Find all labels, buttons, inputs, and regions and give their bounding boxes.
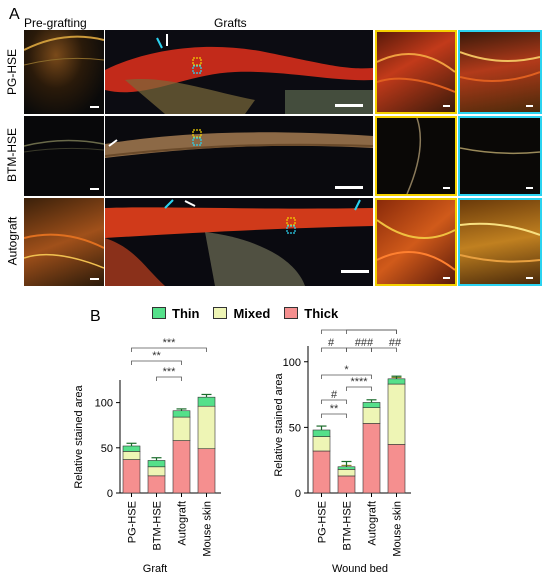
significance-label: ***: [325, 325, 339, 331]
row-label-btm-hse: BTM-HSE: [5, 128, 19, 182]
legend-label-thin: Thin: [172, 305, 200, 321]
bar-thick: [197, 448, 216, 494]
y-tick-label: 100: [283, 357, 301, 369]
chart-graft-xlabel: Graft: [143, 563, 167, 575]
bar-thick: [362, 423, 381, 494]
panel-a-label: A: [9, 6, 20, 23]
bar-mixed: [147, 466, 166, 477]
bar-thick: [172, 440, 191, 494]
micrograph-pg-hse-zoom-cyan: [458, 30, 542, 114]
bar-thick: [147, 475, 166, 494]
col-header-grafts: Grafts: [214, 16, 247, 30]
y-tick-label: 100: [95, 398, 113, 410]
bar-thin: [197, 396, 216, 407]
bar-thick: [122, 459, 141, 494]
micrograph-pg-hse-zoom-yellow: [375, 30, 457, 114]
micrograph-btm-hse-pregrafting: [24, 116, 104, 196]
significance-bracket: [321, 399, 347, 404]
micrograph-autograft-pregrafting: [24, 198, 104, 286]
bar-thin: [122, 445, 141, 452]
bar-thin: [362, 402, 381, 408]
significance-label: **: [330, 403, 339, 415]
significance-label: ****: [363, 325, 381, 331]
significance-label: ##: [389, 337, 402, 349]
micrograph-autograft-graft: [105, 198, 373, 286]
bar-thin: [387, 378, 406, 385]
significance-bracket: [346, 386, 372, 391]
micrograph-autograft-zoom-cyan: [458, 198, 542, 286]
bar-thin: [312, 429, 331, 437]
x-tick-label: PG-HSE: [317, 501, 329, 543]
x-tick-label: Mouse skin: [202, 501, 214, 557]
panel-b-label: B: [90, 308, 101, 325]
y-tick-label: 50: [289, 422, 301, 434]
legend-swatch-thin: [152, 307, 166, 319]
chart-wound-bed: Relative stained area Wound bed 0 50 100 PG…: [273, 325, 411, 575]
y-tick-label: 50: [101, 443, 113, 455]
significance-label: *: [344, 364, 349, 376]
legend-label-mixed: Mixed: [233, 305, 271, 321]
bar-mixed: [337, 469, 356, 477]
bar-thick: [312, 450, 331, 494]
micrograph-autograft-zoom-yellow: [375, 198, 457, 286]
significance-label: #: [331, 389, 338, 401]
micrograph-pg-hse-graft: [105, 30, 373, 114]
bar-thick: [387, 444, 406, 494]
significance-bracket: [321, 374, 372, 379]
bar-mixed: [312, 436, 331, 452]
x-tick-label: BTM-HSE: [342, 501, 354, 551]
col-header-pregrafting: Pre-grafting: [24, 16, 87, 30]
x-tick-label: BTM-HSE: [152, 501, 164, 551]
significance-bracket: [156, 376, 182, 381]
bar-mixed: [197, 405, 216, 450]
legend-swatch-thick: [284, 307, 299, 319]
x-tick-label: Autograft: [367, 501, 379, 546]
x-tick-label: Autograft: [177, 501, 189, 546]
chart-graft: Relative stained area Graft 0 50 100 PG-HSE…: [73, 337, 221, 575]
legend: Thin Mixed Thick: [152, 305, 338, 321]
bar-mixed: [172, 416, 191, 441]
bar-mixed: [387, 383, 406, 445]
bar-thin: [337, 466, 356, 470]
bar-thick: [337, 475, 356, 494]
significance-label: ****: [350, 376, 368, 388]
row-label-autograft: Autograft: [5, 216, 20, 266]
significance-bracket: [371, 347, 397, 352]
significance-bracket: [131, 360, 182, 365]
legend-label-thick: Thick: [304, 305, 339, 321]
row-label-pg-hse: PG-HSE: [5, 48, 20, 96]
legend-swatch-mixed: [213, 307, 228, 319]
micrograph-btm-hse-graft: [105, 116, 373, 196]
significance-label: ***: [163, 337, 177, 349]
y-tick-label: 0: [107, 488, 113, 500]
bar-thin: [172, 410, 191, 418]
significance-label: **: [152, 350, 161, 362]
micrograph-pg-hse-pregrafting: [24, 30, 104, 114]
significance-bracket: [346, 329, 397, 334]
micrograph-btm-hse-zoom-cyan: [458, 116, 542, 196]
y-tick-label: 0: [295, 488, 301, 500]
bar-mixed: [122, 451, 141, 460]
chart-wound-ylabel: Relative stained area: [273, 372, 285, 476]
chart-wound-xlabel: Wound bed: [332, 563, 388, 575]
significance-bracket: [131, 347, 207, 352]
chart-graft-ylabel: Relative stained area: [73, 384, 85, 488]
significance-bracket: [321, 413, 347, 418]
bar-mixed: [362, 407, 381, 424]
significance-label: #: [328, 337, 335, 349]
bar-thin: [147, 460, 166, 468]
significance-label: ***: [163, 366, 177, 378]
x-tick-label: Mouse skin: [392, 501, 404, 557]
significance-label: ###: [355, 337, 374, 349]
x-tick-label: PG-HSE: [127, 501, 139, 543]
micrograph-btm-hse-zoom-yellow: [375, 116, 457, 196]
